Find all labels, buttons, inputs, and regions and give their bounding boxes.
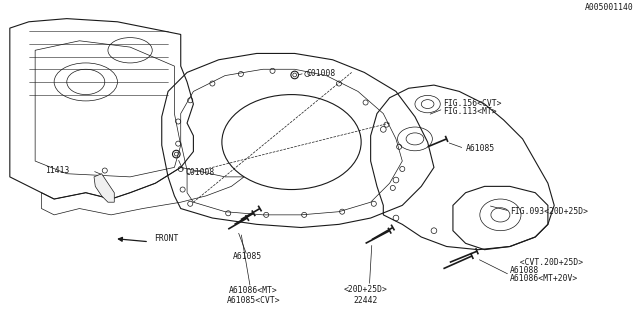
Text: A61086<MT>
A61085<CVT>: A61086<MT> A61085<CVT>	[227, 286, 280, 306]
Text: A005001140: A005001140	[584, 3, 634, 12]
Text: C01008: C01008	[306, 68, 335, 77]
Text: A61088: A61088	[510, 266, 539, 275]
Text: A61085: A61085	[465, 144, 495, 153]
Text: A61085: A61085	[232, 252, 262, 260]
Text: FIG.156<CVT>: FIG.156<CVT>	[444, 99, 502, 108]
Polygon shape	[94, 174, 115, 202]
Text: FIG.113<MT>: FIG.113<MT>	[444, 107, 497, 116]
Text: <CVT.20D+25D>: <CVT.20D+25D>	[510, 258, 583, 267]
Text: 11413: 11413	[45, 166, 69, 175]
Text: A61086<MT+20V>: A61086<MT+20V>	[510, 274, 578, 284]
Text: FIG.093<20D+25D>: FIG.093<20D+25D>	[510, 207, 588, 216]
Text: C01008: C01008	[185, 168, 214, 177]
Text: <20D+25D>
22442: <20D+25D> 22442	[344, 285, 387, 305]
Text: FRONT: FRONT	[154, 234, 179, 243]
